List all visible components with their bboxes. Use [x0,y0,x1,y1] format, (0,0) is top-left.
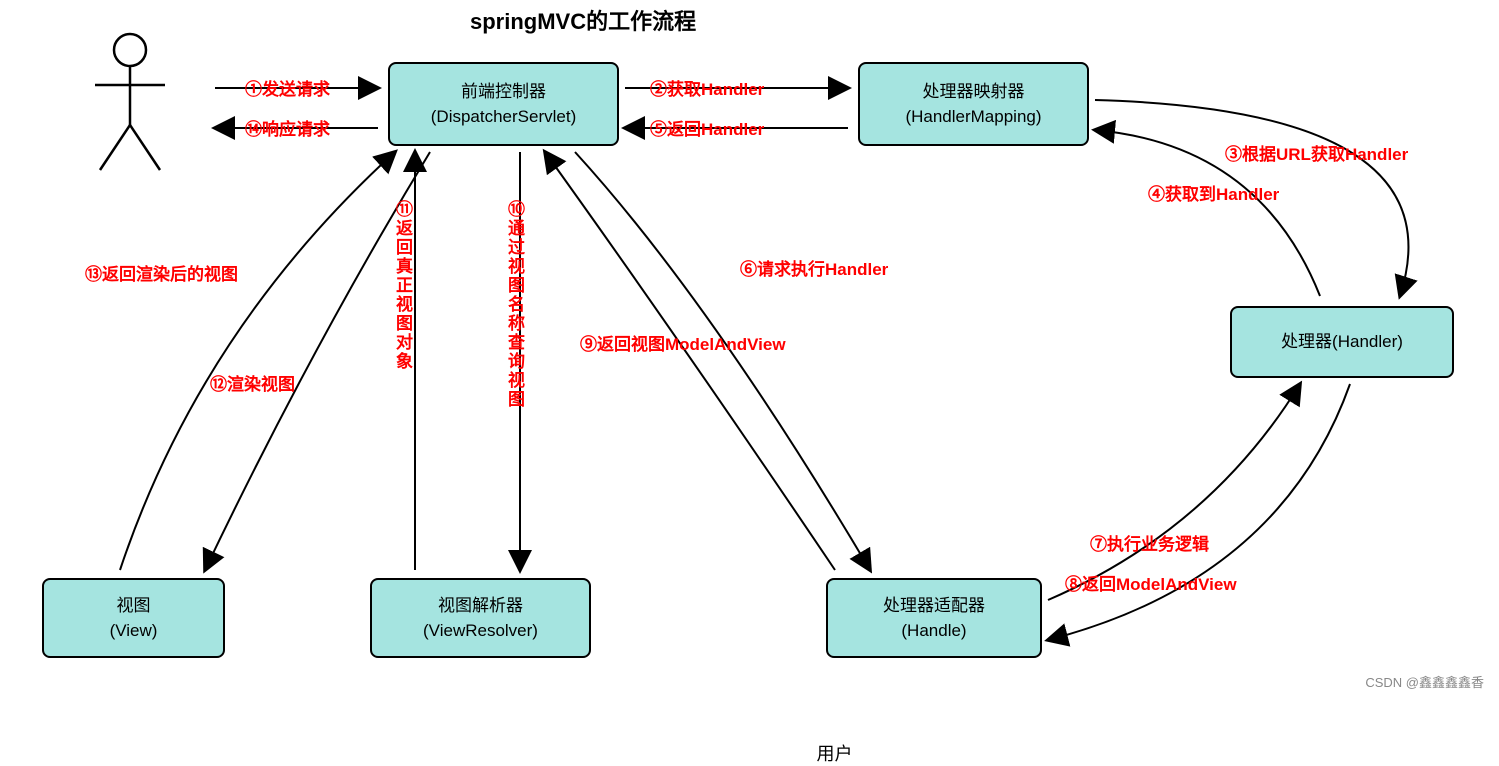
watermark: CSDN @鑫鑫鑫鑫香 [1365,672,1484,691]
node-handler: 处理器(Handler) [1230,306,1454,378]
edge-label-e4: ④获取到Handler [1148,180,1279,205]
node-label: 处理器适配器 [883,593,985,619]
edge-label-e13: ⑬返回渲染后的视图 [85,260,238,285]
node-sublabel: (HandlerMapping) [905,104,1041,130]
node-resolver: 视图解析器(ViewResolver) [370,578,591,658]
node-sublabel: (DispatcherServlet) [431,104,577,130]
edge-label-e12: ⑫渲染视图 [210,370,295,395]
edge-label-e2: ②获取Handler [650,75,764,100]
edge-label-e8: ⑧返回ModelAndView [1065,570,1237,595]
node-sublabel: (Handle) [901,618,966,644]
edge-label-e14: ⑭响应请求 [245,115,330,140]
edge-label-e11: ⑪返回真正视图对象 [390,200,415,371]
node-dispatcher: 前端控制器(DispatcherServlet) [388,62,619,146]
edge-label-e6: ⑥请求执行Handler [740,255,888,280]
edge-label-e10: ⑩通过视图名称查询视图 [502,200,527,409]
node-label: 前端控制器 [461,79,546,105]
node-label: 处理器(Handler) [1281,329,1403,355]
actor-label: 用户 [85,740,1499,766]
node-adapter: 处理器适配器(Handle) [826,578,1042,658]
node-label: 视图解析器 [438,593,523,619]
node-mapping: 处理器映射器(HandlerMapping) [858,62,1089,146]
node-view: 视图(View) [42,578,225,658]
edge-label-e9: ⑨返回视图ModelAndView [580,330,786,355]
node-label: 处理器映射器 [923,79,1025,105]
node-sublabel: (View) [110,618,158,644]
edge-label-e7: ⑦执行业务逻辑 [1090,530,1209,555]
edge-label-e5: ⑤返回Handler [650,115,764,140]
node-label: 视图 [117,593,151,619]
edge-label-e3: ③根据URL获取Handler [1225,140,1408,165]
node-sublabel: (ViewResolver) [423,618,538,644]
edge-label-e1: ①发送请求 [245,75,330,100]
